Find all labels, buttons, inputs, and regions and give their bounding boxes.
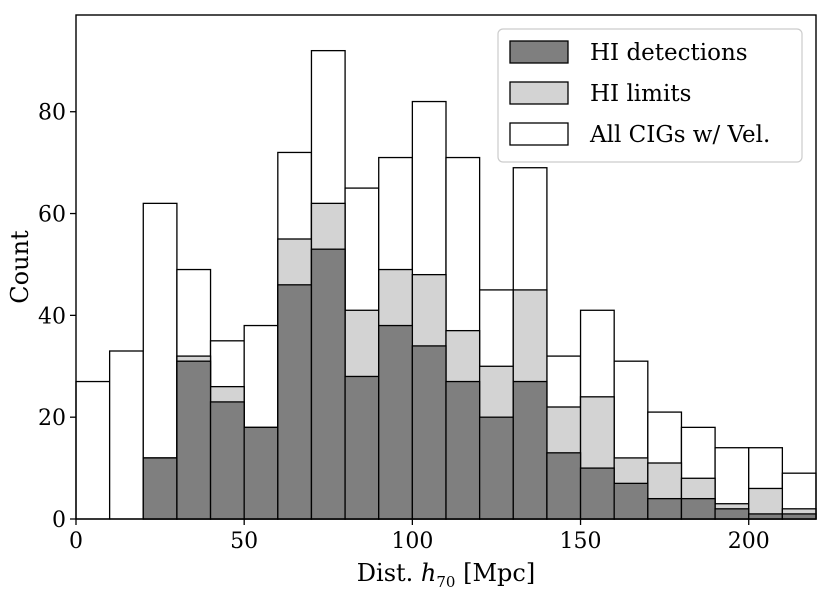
- legend-swatch-hi-detections: [509, 40, 569, 64]
- bar-hi-detections: [176, 360, 212, 520]
- legend-swatch-all-cigs: [509, 122, 569, 146]
- legend-box: [497, 28, 803, 163]
- bar-hi-detections: [209, 401, 245, 520]
- y-tick-label: 0: [52, 508, 66, 533]
- bar-all-cigs: [75, 380, 111, 520]
- bar-hi-detections: [142, 457, 178, 520]
- y-axis-ticks: 0 20 40 60 80: [38, 101, 76, 533]
- x-tick-label: 50: [230, 529, 258, 554]
- x-axis-label-suffix: [Mpc]: [455, 559, 535, 587]
- x-axis-label: Dist. h70 [Mpc]: [357, 559, 535, 591]
- legend: HI detections HI limits All CIGs w/ Vel.: [497, 28, 803, 163]
- bar-hi-detections: [748, 513, 784, 520]
- bar-hi-detections: [613, 482, 649, 520]
- bar-hi-detections: [478, 416, 514, 520]
- bar-hi-detections: [445, 380, 481, 520]
- bar-hi-detections: [243, 426, 279, 520]
- bar-hi-detections: [680, 497, 716, 520]
- bar-hi-detections: [579, 467, 615, 520]
- bar-hi-detections: [411, 345, 447, 520]
- bar-hi-detections: [277, 284, 313, 520]
- y-tick-label: 60: [38, 203, 66, 228]
- bar-hi-detections: [647, 497, 683, 520]
- legend-label-hi-limits: HI limits: [590, 81, 691, 107]
- legend-label-hi-detections: HI detections: [590, 40, 748, 66]
- y-tick-label: 80: [38, 101, 66, 126]
- bar-hi-detections: [344, 375, 380, 520]
- x-tick-label: 0: [69, 529, 83, 554]
- bar-hi-detections: [310, 248, 346, 520]
- bar-hi-detections: [714, 508, 750, 520]
- bar-hi-detections: [378, 324, 414, 520]
- x-tick-label: 200: [728, 529, 770, 554]
- x-axis-label-prefix: Dist.: [357, 559, 421, 587]
- y-tick-label: 20: [38, 406, 66, 431]
- x-tick-label: 100: [391, 529, 433, 554]
- bar-hi-detections: [512, 380, 548, 520]
- y-tick-label: 40: [38, 304, 66, 329]
- bar-all-cigs: [108, 350, 144, 520]
- x-axis-label-var: h: [421, 559, 436, 587]
- x-axis-label-sub: 70: [436, 573, 455, 591]
- plot-frame: [75, 14, 817, 520]
- legend-swatch-hi-limits: [509, 81, 569, 105]
- x-axis-ticks: 0 50 100 150 200: [69, 519, 770, 554]
- bar-hi-detections: [546, 452, 582, 520]
- legend-label-all-cigs: All CIGs w/ Vel.: [589, 122, 770, 148]
- x-tick-label: 150: [560, 529, 602, 554]
- bar-hi-detections: [781, 513, 817, 520]
- y-axis-label: Count: [6, 230, 34, 304]
